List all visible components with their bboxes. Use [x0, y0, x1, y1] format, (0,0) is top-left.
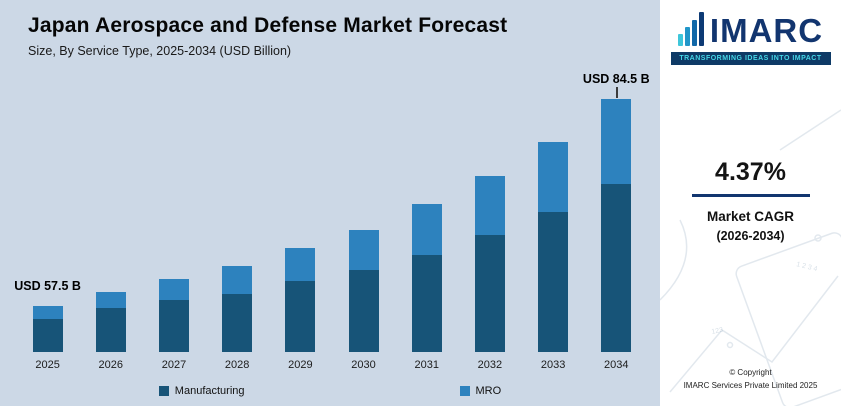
logo-bar-icon: [684, 27, 690, 46]
x-axis-label-2029: 2029: [288, 359, 313, 371]
chart-subtitle: Size, By Service Type, 2025-2034 (USD Bi…: [28, 44, 292, 58]
bar-column-2033: 2033: [522, 142, 585, 372]
x-axis-label-2030: 2030: [351, 359, 376, 371]
bar-column-2031: 2031: [395, 204, 458, 372]
manufacturing-segment-2028: [222, 294, 253, 352]
mro-segment-2031: [411, 204, 442, 255]
cagr-label: Market CAGR: [706, 209, 795, 224]
legend-swatch-manufacturing: [158, 386, 169, 396]
mro-segment-2027: [158, 279, 189, 300]
bar-column-2027: 2027: [142, 279, 205, 372]
bar-stack-2029: [285, 248, 316, 352]
mro-segment-2030: [348, 230, 379, 270]
mro-segment-2032: [474, 176, 505, 235]
bar-stack-2034: [601, 99, 632, 352]
x-axis-label-2025: 2025: [35, 359, 60, 371]
manufacturing-segment-2033: [538, 212, 569, 352]
manufacturing-segment-2026: [95, 308, 126, 352]
bar-stack-2031: [411, 204, 442, 352]
mro-segment-2034: [601, 99, 632, 184]
bar-column-2025: USD 57.5 B 2025: [14, 279, 81, 372]
imarc-logo-icon: [677, 12, 704, 46]
x-axis-label-2028: 2028: [224, 359, 250, 371]
x-axis-label-2032: 2032: [477, 359, 503, 371]
bar-column-2026: 2026: [79, 292, 142, 372]
mro-segment-2026: [95, 292, 126, 308]
mro-segment-2025: [32, 306, 63, 319]
legend-label-manufacturing: Manufacturing: [174, 385, 245, 397]
bar-stack-2032: [474, 176, 505, 352]
x-axis-label-2034: 2034: [604, 359, 629, 371]
x-axis-label-2031: 2031: [414, 359, 439, 371]
logo-bar-icon: [691, 20, 697, 46]
copyright: © Copyright IMARC Services Private Limit…: [660, 367, 841, 393]
manufacturing-segment-2027: [158, 300, 189, 352]
plot-area: USD 57.5 B 2025 2026 2027 2028 2029 2030 2031 20…: [14, 72, 650, 372]
manufacturing-segment-2031: [411, 255, 442, 352]
value-label-tick: [616, 87, 618, 98]
bar-column-2028: 2028: [206, 266, 269, 372]
bar-stack-2027: [158, 279, 189, 352]
svg-text:123: 123: [711, 327, 724, 336]
chart-title: Japan Aerospace and Defense Market Forec…: [28, 14, 508, 37]
legend-label-mro: MRO: [475, 385, 502, 397]
bar-column-2032: 2032: [458, 176, 521, 372]
cagr-years: (2026-2034): [716, 229, 785, 243]
value-label-2025: USD 57.5 B: [14, 279, 81, 293]
manufacturing-segment-2034: [601, 184, 632, 352]
legend-item-mro: MRO: [459, 385, 502, 397]
cagr-block: 4.37% Market CAGR (2026-2034): [660, 158, 841, 243]
sidebar: 1 2 3 4 123 IMARC TRANSFORMING IDEAS INT…: [660, 0, 841, 406]
bar-stack-2028: [222, 266, 253, 352]
legend: Manufacturing MRO: [0, 385, 660, 397]
imarc-logo: IMARC TRANSFORMING IDEAS INTO IMPACT: [660, 12, 841, 65]
bar-stack-2025: [32, 306, 63, 352]
background-graphic: 1 2 3 4 123: [660, 109, 841, 406]
copyright-line2: IMARC Services Private Limited 2025: [683, 381, 818, 391]
imarc-logo-row: IMARC: [660, 12, 841, 50]
bar-stack-2026: [95, 292, 126, 352]
chart-panel: Japan Aerospace and Defense Market Forec…: [0, 0, 660, 406]
legend-swatch-mro: [459, 386, 470, 396]
bar-column-2034: USD 84.5 B 2034: [583, 72, 650, 372]
legend-item-manufacturing: Manufacturing: [158, 385, 245, 397]
x-axis-label-2033: 2033: [540, 359, 566, 371]
svg-text:1 2 3 4: 1 2 3 4: [796, 261, 819, 273]
value-label-2034: USD 84.5 B: [582, 72, 650, 86]
x-axis-label-2026: 2026: [98, 359, 124, 371]
bar-stack-2033: [538, 142, 569, 352]
mro-segment-2033: [538, 142, 569, 212]
cagr-value: 4.37%: [715, 158, 786, 186]
mro-segment-2029: [285, 248, 316, 281]
cagr-divider: [691, 194, 810, 197]
manufacturing-segment-2029: [285, 281, 316, 352]
manufacturing-segment-2030: [348, 270, 379, 352]
imarc-tagline: TRANSFORMING IDEAS INTO IMPACT: [670, 52, 831, 65]
bar-column-2030: 2030: [332, 230, 395, 372]
logo-bar-icon: [698, 12, 704, 46]
bar-stack-2030: [348, 230, 379, 352]
imarc-logo-text: IMARC: [709, 12, 824, 50]
x-axis-label-2027: 2027: [161, 359, 187, 371]
manufacturing-segment-2032: [474, 235, 505, 352]
copyright-line1: © Copyright: [729, 368, 772, 378]
logo-bar-icon: [677, 34, 683, 46]
mro-segment-2028: [222, 266, 253, 294]
manufacturing-segment-2025: [32, 319, 63, 352]
bar-column-2029: 2029: [269, 248, 332, 372]
